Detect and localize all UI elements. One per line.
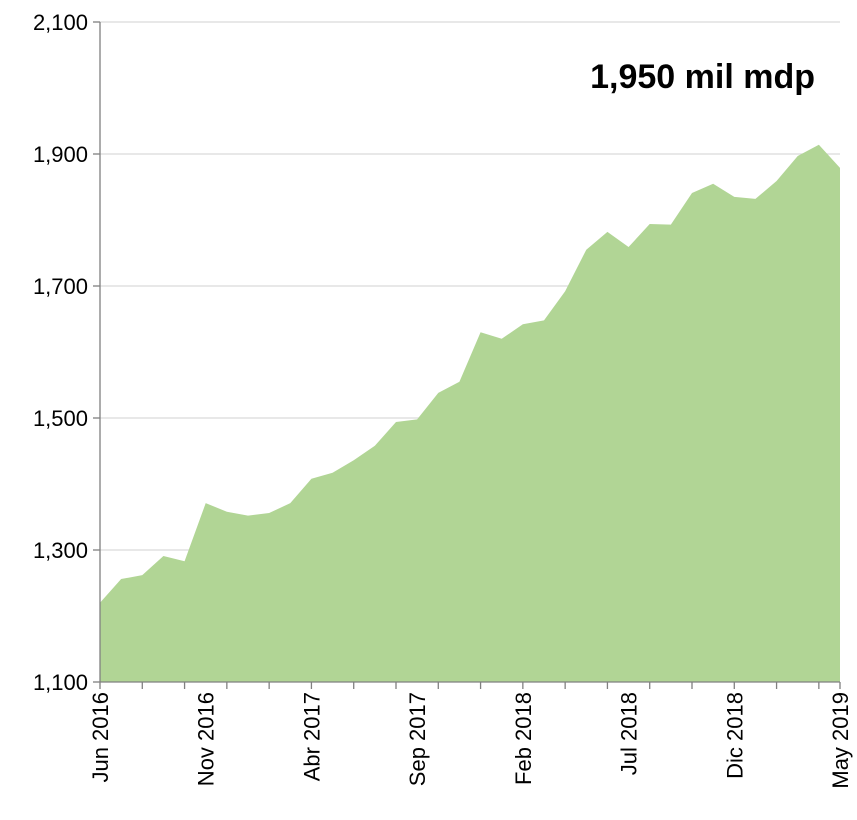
x-tick-label: Dic 2018 — [722, 692, 747, 779]
y-tick-label: 2,100 — [33, 10, 88, 35]
plot: 1,100 1,300 1,500 1,700 1,900 2,100 Jun 2016 No… — [33, 10, 853, 789]
x-tick-label: Nov 2016 — [194, 692, 219, 786]
y-tick-label: 1,300 — [33, 538, 88, 563]
y-tick-label: 1,100 — [33, 670, 88, 695]
area — [100, 144, 840, 682]
x-tick-label: Jun 2016 — [88, 692, 113, 783]
x-tick-label: Feb 2018 — [511, 692, 536, 785]
x-tick-label: Abr 2017 — [299, 692, 324, 781]
annotation: 1,950 mil mdp — [590, 58, 815, 96]
y-tick-label: 1,700 — [33, 274, 88, 299]
x-tick-label: May 2019 — [828, 692, 853, 789]
y-tick-label: 1,900 — [33, 142, 88, 167]
x-tick-label: Jul 2018 — [617, 692, 642, 775]
y-tick-label: 1,500 — [33, 406, 88, 431]
x-tick-label: Sep 2017 — [405, 692, 430, 786]
